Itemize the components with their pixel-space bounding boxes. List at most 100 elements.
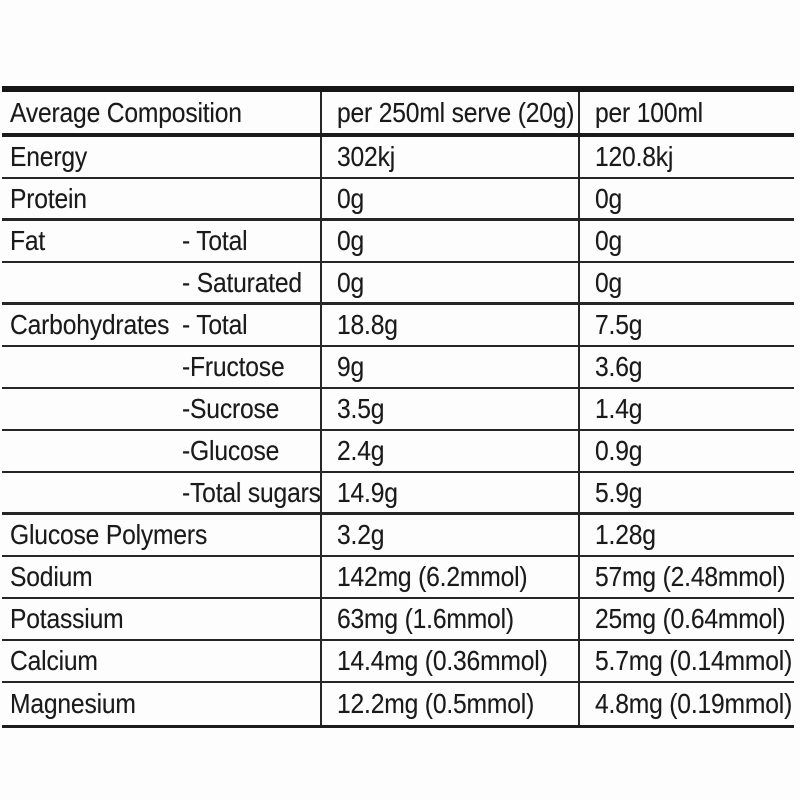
per-100ml-cell: 120.8kj — [580, 137, 794, 177]
table-row: Glucose Polymers 3.2g 1.28g — [2, 515, 794, 557]
per-100ml-cell: 0g — [580, 263, 794, 302]
per-100ml-value: 57mg (2.48mmol) — [595, 561, 786, 592]
table-row: Energy 302kj 120.8kj — [2, 137, 794, 179]
per-serve-cell: 3.5g — [322, 389, 580, 429]
per-serve-cell: 142mg (6.2mmol) — [322, 557, 580, 597]
per-100ml-cell: 0.9g — [580, 431, 794, 471]
per-serve-value: 18.8g — [337, 309, 398, 340]
per-100ml-cell: 25mg (0.64mmol) — [580, 599, 800, 639]
column-header: per 100ml — [595, 96, 703, 128]
nutrient-cell: Energy — [2, 137, 322, 177]
per-serve-cell: 302kj — [322, 137, 580, 177]
per-serve-cell: 12.2mg (0.5mmol) — [322, 683, 580, 725]
table-row: Carbohydrates - Total 18.8g 7.5g — [2, 305, 794, 347]
per-serve-value: 14.9g — [337, 476, 398, 508]
per-serve-cell: 14.4mg (0.36mmol) — [322, 641, 580, 681]
per-100ml-cell: 1.4g — [580, 389, 794, 429]
nutrient-label: Carbohydrates — [10, 309, 170, 340]
per-serve-cell: 0g — [322, 263, 580, 302]
per-serve-cell: 0g — [322, 179, 580, 218]
per-serve-value: 142mg (6.2mmol) — [337, 561, 528, 592]
per-serve-value: 0g — [337, 225, 365, 256]
table-row: Sodium 142mg (6.2mmol) 57mg (2.48mmol) — [2, 557, 794, 599]
table-row: -Glucose 2.4g 0.9g — [2, 431, 794, 473]
per-100ml-value: 120.8kj — [595, 141, 674, 172]
per-serve-cell: 0g — [322, 221, 580, 261]
header-cell-per-100ml: per 100ml — [580, 92, 794, 133]
nutrient-cell: -Sucrose — [2, 389, 322, 429]
per-serve-cell: 14.9g — [322, 473, 580, 512]
per-100ml-cell: 3.6g — [580, 347, 794, 387]
nutrient-cell: Protein — [2, 179, 322, 218]
table-row: Calcium 14.4mg (0.36mmol) 5.7mg (0.14mmo… — [2, 641, 794, 683]
per-100ml-value: 3.6g — [595, 351, 643, 382]
table-row: -Fructose 9g 3.6g — [2, 347, 794, 389]
nutrient-sublabel: -Glucose — [182, 435, 280, 466]
header-cell-composition: Average Composition — [2, 92, 322, 133]
per-100ml-cell: 5.9g — [580, 473, 794, 512]
nutrient-label: Sodium — [10, 561, 93, 592]
nutrient-cell: Magnesium — [2, 683, 322, 725]
nutrient-sublabel: - Total — [182, 309, 248, 340]
per-100ml-cell: 7.5g — [580, 305, 794, 345]
per-serve-cell: 2.4g — [322, 431, 580, 471]
nutrient-cell: -Total sugars — [2, 473, 322, 512]
nutrient-label: Fat — [10, 225, 46, 256]
per-100ml-cell: 4.8mg (0.19mmol) — [580, 683, 800, 725]
nutrition-table: Average Composition per 250ml serve (20g… — [2, 86, 794, 728]
table-row: -Sucrose 3.5g 1.4g — [2, 389, 794, 431]
per-100ml-cell: 0g — [580, 221, 794, 261]
nutrient-label: Glucose Polymers — [10, 519, 208, 550]
per-100ml-cell: 1.28g — [580, 515, 794, 555]
nutrient-label: Protein — [10, 182, 87, 214]
per-serve-value: 14.4mg (0.36mmol) — [337, 645, 548, 676]
nutrient-label: Potassium — [10, 603, 124, 634]
per-serve-value: 3.5g — [337, 393, 385, 424]
per-100ml-value: 1.4g — [595, 393, 643, 424]
per-serve-value: 0g — [337, 182, 365, 214]
table-row: Magnesium 12.2mg (0.5mmol) 4.8mg (0.19mm… — [2, 683, 794, 725]
per-100ml-value: 7.5g — [595, 309, 643, 340]
per-100ml-cell: 57mg (2.48mmol) — [580, 557, 800, 597]
per-100ml-value: 25mg (0.64mmol) — [595, 603, 786, 634]
per-100ml-cell: 5.7mg (0.14mmol) — [580, 641, 800, 681]
nutrient-sublabel: - Saturated — [182, 266, 302, 298]
table-row: Fat - Total 0g 0g — [2, 221, 794, 263]
column-header: per 250ml serve (20g) — [337, 96, 575, 128]
per-100ml-value: 5.9g — [595, 476, 643, 508]
nutrient-cell: Sodium — [2, 557, 322, 597]
per-serve-value: 2.4g — [337, 435, 385, 466]
column-header: Average Composition — [10, 96, 242, 128]
header-cell-per-serve: per 250ml serve (20g) — [322, 92, 580, 133]
nutrient-cell: -Fructose — [2, 347, 322, 387]
nutrient-cell: - Saturated — [2, 263, 322, 302]
nutrient-cell: Potassium — [2, 599, 322, 639]
table-row: Potassium 63mg (1.6mmol) 25mg (0.64mmol) — [2, 599, 794, 641]
nutrient-label: Calcium — [10, 645, 98, 676]
per-100ml-value: 0g — [595, 225, 623, 256]
nutrient-cell: Carbohydrates - Total — [2, 305, 322, 345]
nutrient-sublabel: -Total sugars — [182, 476, 321, 508]
nutrient-sublabel: - Total — [182, 225, 248, 256]
per-serve-value: 12.2mg (0.5mmol) — [337, 688, 535, 719]
nutrient-cell: -Glucose — [2, 431, 322, 471]
per-100ml-value: 0g — [595, 182, 623, 214]
nutrient-cell: Glucose Polymers — [2, 515, 322, 555]
table-row: -Total sugars 14.9g 5.9g — [2, 473, 794, 515]
per-100ml-value: 0.9g — [595, 435, 643, 466]
table-row: Protein 0g 0g — [2, 179, 794, 221]
per-serve-cell: 3.2g — [322, 515, 580, 555]
per-serve-cell: 63mg (1.6mmol) — [322, 599, 580, 639]
per-serve-value: 63mg (1.6mmol) — [337, 603, 514, 634]
per-serve-value: 0g — [337, 266, 365, 298]
nutrient-sublabel: -Fructose — [182, 351, 285, 382]
per-serve-cell: 18.8g — [322, 305, 580, 345]
table-header-row: Average Composition per 250ml serve (20g… — [2, 92, 794, 137]
per-serve-value: 3.2g — [337, 519, 385, 550]
nutrient-label: Magnesium — [10, 688, 136, 719]
per-serve-value: 302kj — [337, 141, 396, 172]
per-serve-value: 9g — [337, 351, 365, 382]
table-row: - Saturated 0g 0g — [2, 263, 794, 305]
per-100ml-value: 0g — [595, 266, 623, 298]
